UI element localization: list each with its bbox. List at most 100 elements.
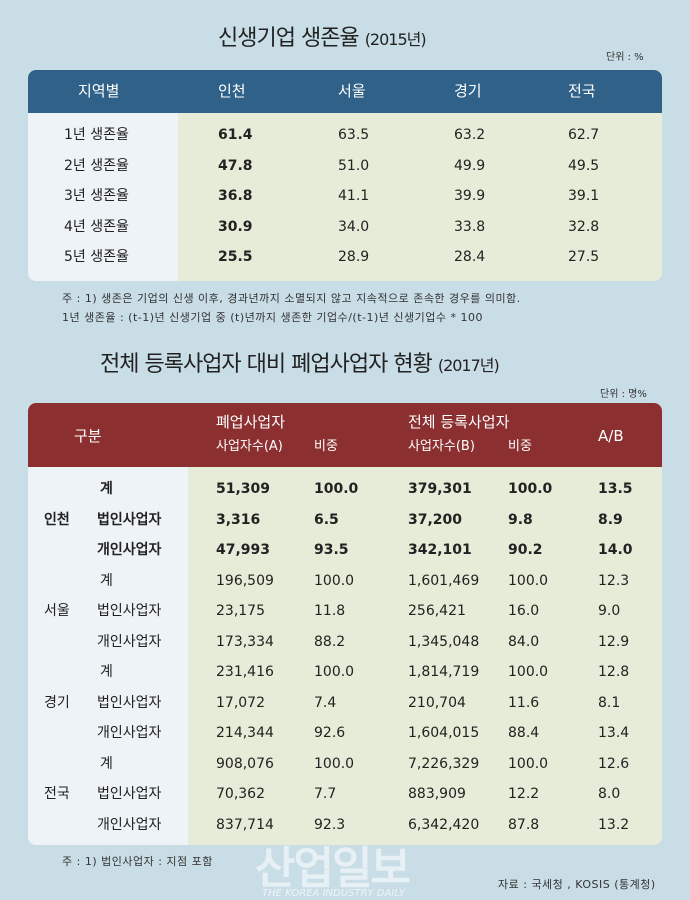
table-cell: 8.0 — [598, 786, 621, 802]
table-cell: 7.7 — [314, 786, 337, 802]
table-cell: 62.7 — [568, 127, 600, 143]
table-cell: 210,704 — [408, 694, 466, 711]
table-cell: 28.4 — [454, 249, 486, 265]
table-cell: 908,076 — [216, 755, 274, 772]
watermark-logo: 산업일보 — [255, 843, 411, 894]
table-cell: 49.9 — [454, 157, 486, 174]
table-cell: 3,316 — [216, 511, 261, 528]
table-cell: 100.0 — [314, 664, 355, 680]
table-cell: 214,344 — [216, 725, 274, 741]
region-label: 전국 — [44, 786, 70, 802]
table-cell: 12.9 — [598, 633, 630, 650]
table-cell: 173,334 — [216, 633, 274, 650]
table-cell: 47,993 — [216, 542, 271, 558]
row-label: 계 — [100, 572, 113, 589]
row-label: 2년 생존율 — [64, 157, 129, 174]
header-ratio: A/B — [598, 427, 624, 445]
survival-rate-table: 지역별 인천 서울 경기 전국 1년 생존율 61.4 63.5 63.2 62.7 2년 생존율 4… — [28, 70, 662, 281]
table-cell: 63.2 — [454, 127, 486, 143]
table-cell: 100.0 — [314, 572, 355, 589]
table-cell: 90.2 — [508, 542, 543, 558]
table-cell: 88.4 — [508, 725, 540, 741]
row-label: 계 — [100, 664, 113, 680]
table1-note2: 1년 생존율 : (t-1)년 신생기업 중 (t)년까지 생존한 기업수/(t… — [62, 311, 483, 324]
header-count-a: 사업자수(A) — [216, 439, 283, 454]
source: 자료 : 국세청 , KOSIS (통계청) — [498, 878, 656, 891]
header-count-b: 사업자수(B) — [408, 439, 475, 454]
table-cell: 17,072 — [216, 694, 265, 711]
table-cell: 9.0 — [598, 603, 621, 619]
column-header: 서울 — [338, 82, 366, 100]
table-cell: 256,421 — [408, 603, 466, 619]
table-cell: 34.0 — [338, 218, 370, 235]
column-header: 인천 — [218, 82, 246, 100]
table-cell: 41.1 — [338, 188, 370, 204]
row-label: 개인사업자 — [97, 816, 162, 833]
table-cell: 27.5 — [568, 249, 600, 265]
table-cell: 51.0 — [338, 157, 370, 174]
table-cell: 63.5 — [338, 127, 370, 143]
region-label: 경기 — [44, 694, 70, 711]
row-label: 개인사업자 — [97, 633, 162, 650]
column-header: 전국 — [568, 82, 596, 100]
table-cell: 37,200 — [408, 511, 463, 528]
table-cell: 13.2 — [598, 816, 630, 833]
table-cell: 84.0 — [508, 633, 540, 650]
table-cell: 39.1 — [568, 188, 600, 204]
table-cell: 883,909 — [408, 786, 466, 802]
table-cell: 837,714 — [216, 816, 274, 833]
table-cell: 1,345,048 — [408, 633, 480, 650]
table-cell: 100.0 — [508, 755, 549, 772]
row-label: 1년 생존율 — [64, 127, 129, 143]
header-total: 전체 등록사업자 — [408, 413, 510, 431]
column-header: 지역별 — [78, 82, 120, 100]
table-cell: 100.0 — [314, 481, 359, 497]
table2-note: 주 : 1) 법인사업자 : 지점 포함 — [62, 855, 213, 868]
header-share-a: 비중 — [314, 439, 338, 454]
table-cell: 12.8 — [598, 664, 630, 680]
table-cell: 8.1 — [598, 694, 621, 711]
region-label: 인천 — [44, 511, 70, 528]
table-cell: 16.0 — [508, 603, 540, 619]
table-cell: 70,362 — [216, 786, 265, 802]
table-cell: 1,814,719 — [408, 664, 480, 680]
table-cell: 11.8 — [314, 603, 346, 619]
table-cell: 30.9 — [218, 218, 253, 235]
table-cell: 13.4 — [598, 725, 630, 741]
row-label: 법인사업자 — [97, 511, 162, 528]
table-cell: 92.6 — [314, 725, 346, 741]
table-cell: 13.5 — [598, 481, 633, 497]
table-cell: 100.0 — [508, 572, 549, 589]
table-cell: 231,416 — [216, 664, 274, 680]
table-cell: 12.3 — [598, 572, 630, 589]
table-cell: 6.5 — [314, 511, 339, 528]
table-cell: 196,509 — [216, 572, 274, 589]
row-label: 법인사업자 — [97, 694, 162, 711]
row-label: 3년 생존율 — [64, 188, 129, 204]
column-header: 경기 — [454, 82, 482, 100]
table-cell: 7,226,329 — [408, 755, 480, 772]
table-cell: 36.8 — [218, 188, 253, 204]
table-cell: 8.9 — [598, 511, 623, 528]
table2-unit: 단위 : 명% — [600, 389, 647, 400]
closure-table: 구분 폐업사업자 전체 등록사업자 사업자수(A) 비중 사업자수(B) 비중 A/B 인천 계 5… — [28, 403, 662, 845]
table-cell: 11.6 — [508, 694, 540, 711]
region-label: 서울 — [44, 603, 70, 619]
table-cell: 39.9 — [454, 188, 486, 204]
table-cell: 1,604,015 — [408, 725, 480, 741]
table-cell: 12.2 — [508, 786, 540, 802]
row-label: 4년 생존율 — [64, 218, 129, 235]
table-cell: 12.6 — [598, 755, 630, 772]
table1-unit: 단위 : % — [606, 52, 644, 63]
watermark-sub: THE KOREA INDUSTRY DAILY — [262, 888, 405, 899]
table-cell: 47.8 — [218, 157, 253, 174]
table-cell: 1,601,469 — [408, 572, 480, 589]
table2-title: 전체 등록사업자 대비 폐업사업자 현황 (2017년) — [100, 352, 500, 377]
table-cell: 9.8 — [508, 511, 533, 528]
row-label: 계 — [100, 481, 113, 497]
table1-title: 신생기업 생존율 (2015년) — [218, 26, 427, 51]
row-label: 개인사업자 — [97, 725, 162, 741]
table-cell: 100.0 — [314, 755, 355, 772]
table-cell: 100.0 — [508, 664, 549, 680]
table-cell: 342,101 — [408, 542, 472, 558]
